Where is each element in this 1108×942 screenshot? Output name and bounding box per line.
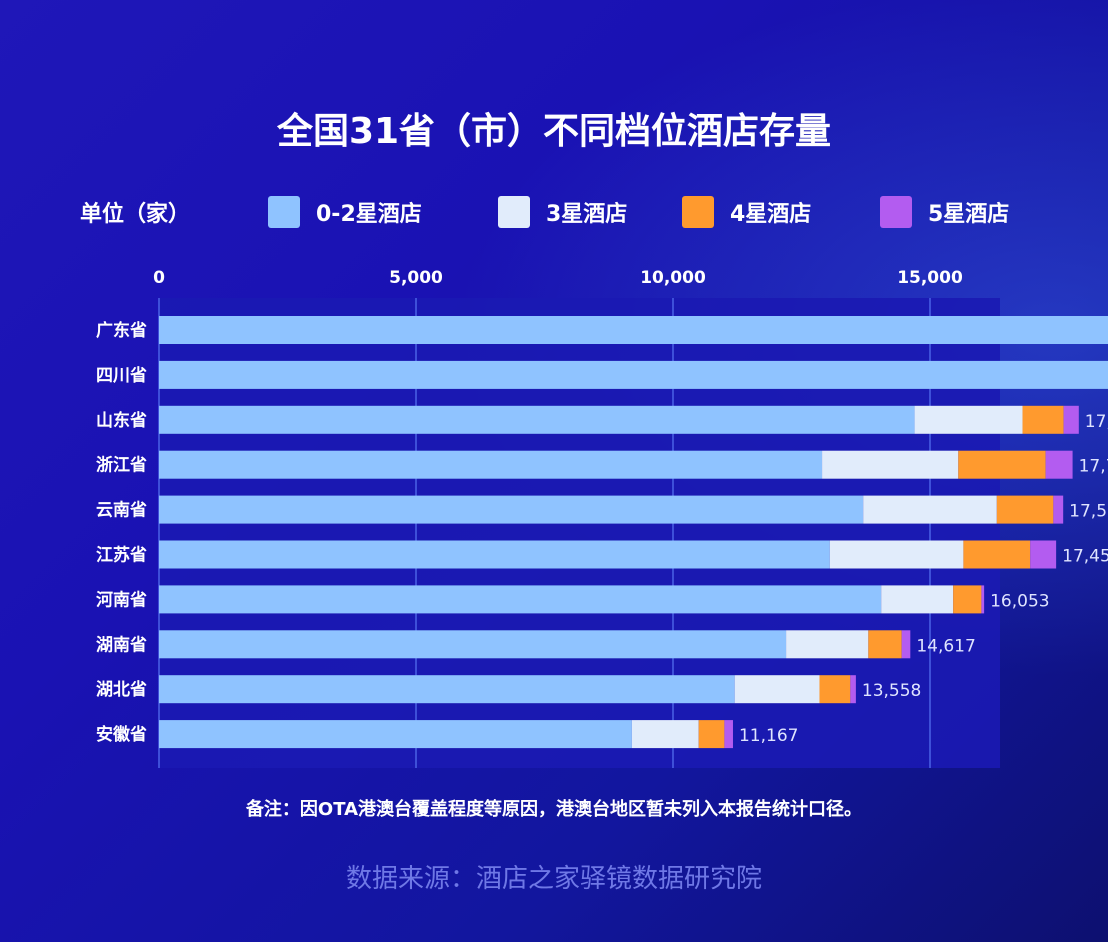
total-labels: 31,89323,44017,89517,77417,59117,45416,0… bbox=[739, 412, 1108, 746]
x-tick-label: 10,000 bbox=[640, 268, 706, 288]
total-label: 17,591 bbox=[1069, 502, 1108, 522]
bar-segment bbox=[981, 585, 985, 614]
category-label: 湖南省 bbox=[96, 634, 147, 655]
bar-segment bbox=[996, 495, 1054, 524]
bar-segment bbox=[1063, 405, 1079, 434]
bar-segment bbox=[822, 450, 959, 479]
category-label: 安徽省 bbox=[96, 724, 147, 745]
total-label: 17,895 bbox=[1085, 412, 1108, 432]
bar-segment bbox=[159, 450, 823, 479]
chart-title: 全国31省（市）不同档位酒店存量 bbox=[276, 110, 831, 152]
bar-segment bbox=[863, 495, 997, 524]
category-label: 山东省 bbox=[96, 410, 147, 431]
bar-segment bbox=[159, 405, 915, 434]
bar-segment bbox=[786, 630, 869, 659]
bar-segment bbox=[1053, 495, 1064, 524]
unit-label: 单位（家） bbox=[80, 201, 190, 227]
bar-segment bbox=[159, 495, 864, 524]
bar-segment bbox=[159, 540, 830, 569]
bar-segment bbox=[1045, 450, 1073, 479]
legend-swatch bbox=[268, 196, 300, 228]
category-label: 四川省 bbox=[96, 365, 147, 386]
x-tick-label: 5,000 bbox=[389, 268, 443, 288]
bar-segment bbox=[724, 720, 733, 749]
x-tick-label: 15,000 bbox=[897, 268, 963, 288]
bar-segment bbox=[159, 585, 882, 614]
legend-label: 5星酒店 bbox=[928, 202, 1009, 227]
bars bbox=[159, 316, 1108, 749]
legend-swatch bbox=[682, 196, 714, 228]
legend-label: 3星酒店 bbox=[546, 202, 627, 227]
total-label: 14,617 bbox=[916, 636, 975, 656]
data-source: 数据来源：酒店之家驿镜数据研究院 bbox=[346, 864, 762, 894]
total-label: 13,558 bbox=[862, 681, 921, 701]
total-label: 17,774 bbox=[1079, 457, 1108, 477]
bar-segment bbox=[631, 720, 699, 749]
category-label: 河南省 bbox=[96, 589, 147, 610]
category-label: 广东省 bbox=[96, 320, 147, 341]
category-label: 湖北省 bbox=[96, 679, 147, 700]
bar-segment bbox=[1022, 405, 1064, 434]
legend-label: 4星酒店 bbox=[730, 202, 811, 227]
bar-segment bbox=[159, 720, 632, 749]
category-label: 浙江省 bbox=[96, 455, 147, 476]
bar-segment bbox=[819, 675, 851, 704]
bar-segment bbox=[868, 630, 902, 659]
bar-segment bbox=[734, 675, 820, 704]
bar-segment bbox=[829, 540, 964, 569]
bar-segment bbox=[850, 675, 856, 704]
bar-segment bbox=[914, 405, 1023, 434]
bar-segment bbox=[901, 630, 911, 659]
total-label: 17,454 bbox=[1062, 547, 1108, 567]
bar-segment bbox=[159, 360, 1108, 389]
bar-segment bbox=[159, 675, 735, 704]
bar-segment bbox=[1030, 540, 1057, 569]
bar-segment bbox=[881, 585, 954, 614]
legend-swatch bbox=[498, 196, 530, 228]
bar-segment bbox=[159, 316, 1108, 344]
legend: 0-2星酒店 3星酒店 4星酒店 5星酒店 bbox=[268, 196, 1009, 228]
bar-segment bbox=[953, 585, 982, 614]
legend-label: 0-2星酒店 bbox=[316, 202, 422, 227]
total-label: 11,167 bbox=[739, 726, 798, 746]
bar-segment bbox=[958, 450, 1046, 479]
bar-segment bbox=[698, 720, 725, 749]
category-label: 云南省 bbox=[96, 500, 147, 521]
bar-segment bbox=[963, 540, 1031, 569]
footnote: 备注：因OTA港澳台覆盖程度等原因，港澳台地区暂未列入本报告统计口径。 bbox=[245, 798, 862, 820]
legend-swatch bbox=[880, 196, 912, 228]
x-tick-label: 0 bbox=[153, 268, 165, 288]
bar-segment bbox=[159, 630, 787, 659]
category-label: 江苏省 bbox=[96, 545, 147, 566]
total-label: 16,053 bbox=[990, 591, 1049, 611]
